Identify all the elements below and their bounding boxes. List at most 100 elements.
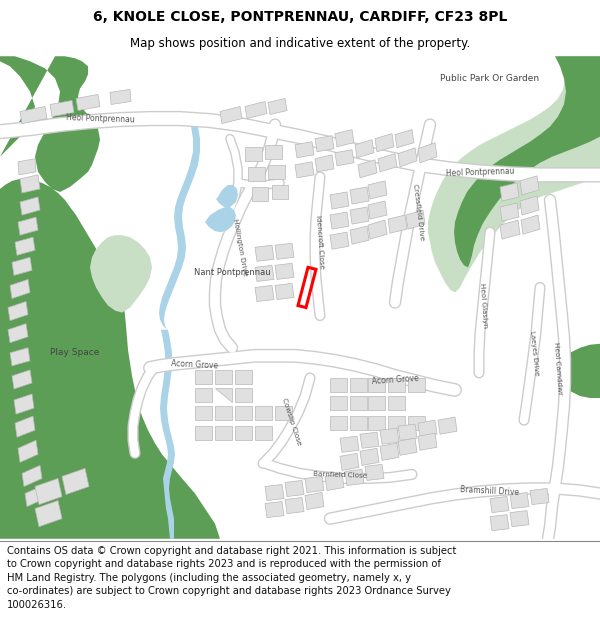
Polygon shape <box>18 440 38 462</box>
Polygon shape <box>315 136 334 152</box>
Polygon shape <box>268 165 285 179</box>
Polygon shape <box>76 94 100 111</box>
Polygon shape <box>454 56 600 268</box>
Polygon shape <box>268 99 287 114</box>
Polygon shape <box>295 142 314 158</box>
Polygon shape <box>368 181 387 199</box>
Polygon shape <box>265 484 284 501</box>
Polygon shape <box>360 448 379 466</box>
Polygon shape <box>255 245 274 261</box>
Text: Idencroft Close: Idencroft Close <box>315 215 325 269</box>
Polygon shape <box>275 243 294 259</box>
Polygon shape <box>564 344 600 398</box>
Polygon shape <box>255 406 272 420</box>
Polygon shape <box>358 160 377 178</box>
Text: Bramshill Drive: Bramshill Drive <box>460 486 520 498</box>
Polygon shape <box>20 106 47 124</box>
Text: Map shows position and indicative extent of the property.: Map shows position and indicative extent… <box>130 38 470 51</box>
Polygon shape <box>50 101 74 116</box>
Polygon shape <box>388 416 405 430</box>
Polygon shape <box>350 226 369 244</box>
Polygon shape <box>398 438 417 456</box>
Polygon shape <box>160 329 175 539</box>
Polygon shape <box>248 167 265 181</box>
Polygon shape <box>350 416 367 430</box>
Text: Nant Pontprennau: Nant Pontprennau <box>194 268 271 277</box>
Polygon shape <box>378 154 397 172</box>
Polygon shape <box>25 486 45 507</box>
Polygon shape <box>275 263 294 279</box>
Polygon shape <box>245 101 267 119</box>
Polygon shape <box>350 378 367 392</box>
Text: Acorn Grove: Acorn Grove <box>171 359 219 371</box>
Polygon shape <box>245 147 262 161</box>
Polygon shape <box>398 424 417 440</box>
Polygon shape <box>520 196 539 215</box>
Polygon shape <box>368 416 385 430</box>
Polygon shape <box>408 416 425 430</box>
Polygon shape <box>500 220 520 239</box>
Polygon shape <box>335 150 354 166</box>
Polygon shape <box>255 426 272 440</box>
Polygon shape <box>305 492 324 509</box>
Polygon shape <box>418 142 437 162</box>
Text: Contains OS data © Crown copyright and database right 2021. This information is : Contains OS data © Crown copyright and d… <box>7 546 457 610</box>
Polygon shape <box>272 185 288 199</box>
Polygon shape <box>350 207 369 224</box>
Polygon shape <box>15 237 35 255</box>
Polygon shape <box>195 388 212 402</box>
Text: Heol Glaslyn: Heol Glaslyn <box>479 283 488 328</box>
Text: Laeyes Drive: Laeyes Drive <box>529 330 539 376</box>
Polygon shape <box>10 348 30 366</box>
Polygon shape <box>275 283 294 299</box>
Polygon shape <box>368 220 387 239</box>
Polygon shape <box>350 187 369 204</box>
Polygon shape <box>360 432 379 448</box>
Polygon shape <box>355 139 374 158</box>
Polygon shape <box>22 466 42 486</box>
Polygon shape <box>510 492 529 509</box>
Polygon shape <box>330 232 349 249</box>
Polygon shape <box>235 426 252 440</box>
Polygon shape <box>18 217 38 235</box>
Polygon shape <box>368 201 387 219</box>
Text: 6, KNOLE CLOSE, PONTPRENNAU, CARDIFF, CF23 8PL: 6, KNOLE CLOSE, PONTPRENNAU, CARDIFF, CF… <box>93 10 507 24</box>
Polygon shape <box>20 197 40 215</box>
Polygon shape <box>315 155 334 172</box>
Polygon shape <box>35 478 62 504</box>
Polygon shape <box>285 481 304 496</box>
Polygon shape <box>195 426 212 440</box>
Polygon shape <box>15 416 35 437</box>
Polygon shape <box>330 192 349 209</box>
Polygon shape <box>90 235 152 312</box>
Polygon shape <box>216 185 238 207</box>
Polygon shape <box>375 134 394 152</box>
Polygon shape <box>380 428 399 444</box>
Polygon shape <box>20 175 40 193</box>
Text: Acorn Grove: Acorn Grove <box>371 374 419 386</box>
Polygon shape <box>365 464 384 481</box>
Polygon shape <box>195 370 212 384</box>
Text: Barnfield Close: Barnfield Close <box>313 471 367 479</box>
Text: Cressfield Drive: Cressfield Drive <box>412 183 424 241</box>
Polygon shape <box>255 266 274 281</box>
Polygon shape <box>8 301 28 321</box>
Polygon shape <box>345 469 364 486</box>
Polygon shape <box>398 148 417 167</box>
Polygon shape <box>18 159 36 175</box>
Polygon shape <box>521 215 540 234</box>
Polygon shape <box>395 129 414 148</box>
Polygon shape <box>330 396 347 410</box>
Polygon shape <box>205 207 236 232</box>
Polygon shape <box>265 145 282 159</box>
Polygon shape <box>305 476 324 492</box>
Text: Cowslip Close: Cowslip Close <box>281 397 302 446</box>
Polygon shape <box>330 378 347 392</box>
Polygon shape <box>325 473 344 491</box>
Polygon shape <box>490 514 509 531</box>
Polygon shape <box>12 258 32 276</box>
Polygon shape <box>340 436 359 452</box>
Polygon shape <box>275 406 292 420</box>
Polygon shape <box>215 406 232 420</box>
Polygon shape <box>12 370 32 389</box>
